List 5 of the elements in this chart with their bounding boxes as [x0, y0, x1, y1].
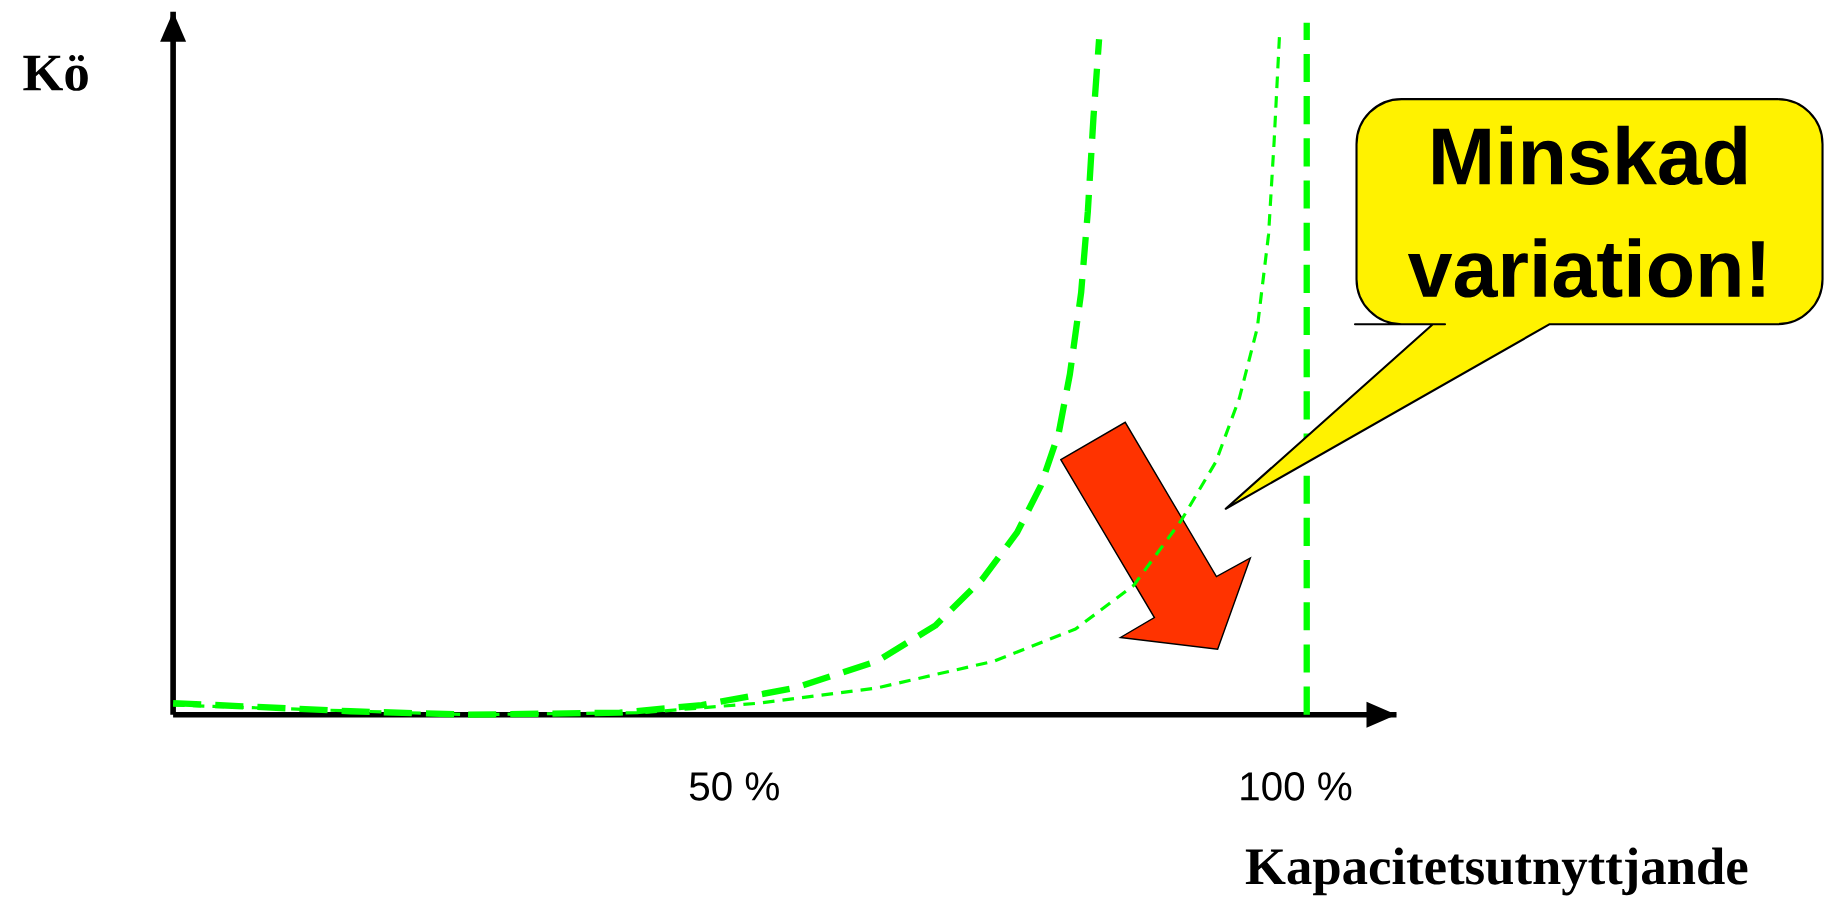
- x-tick-label: 100 %: [1241, 772, 1352, 801]
- x-tick-label: 50 %: [689, 772, 779, 801]
- text: Minskad variation!: [1407, 125, 1764, 298]
- x-axis-title: Kapacitetsutnyttjande: [1245, 847, 1748, 896]
- y-axis-title: Kö: [23, 55, 88, 91]
